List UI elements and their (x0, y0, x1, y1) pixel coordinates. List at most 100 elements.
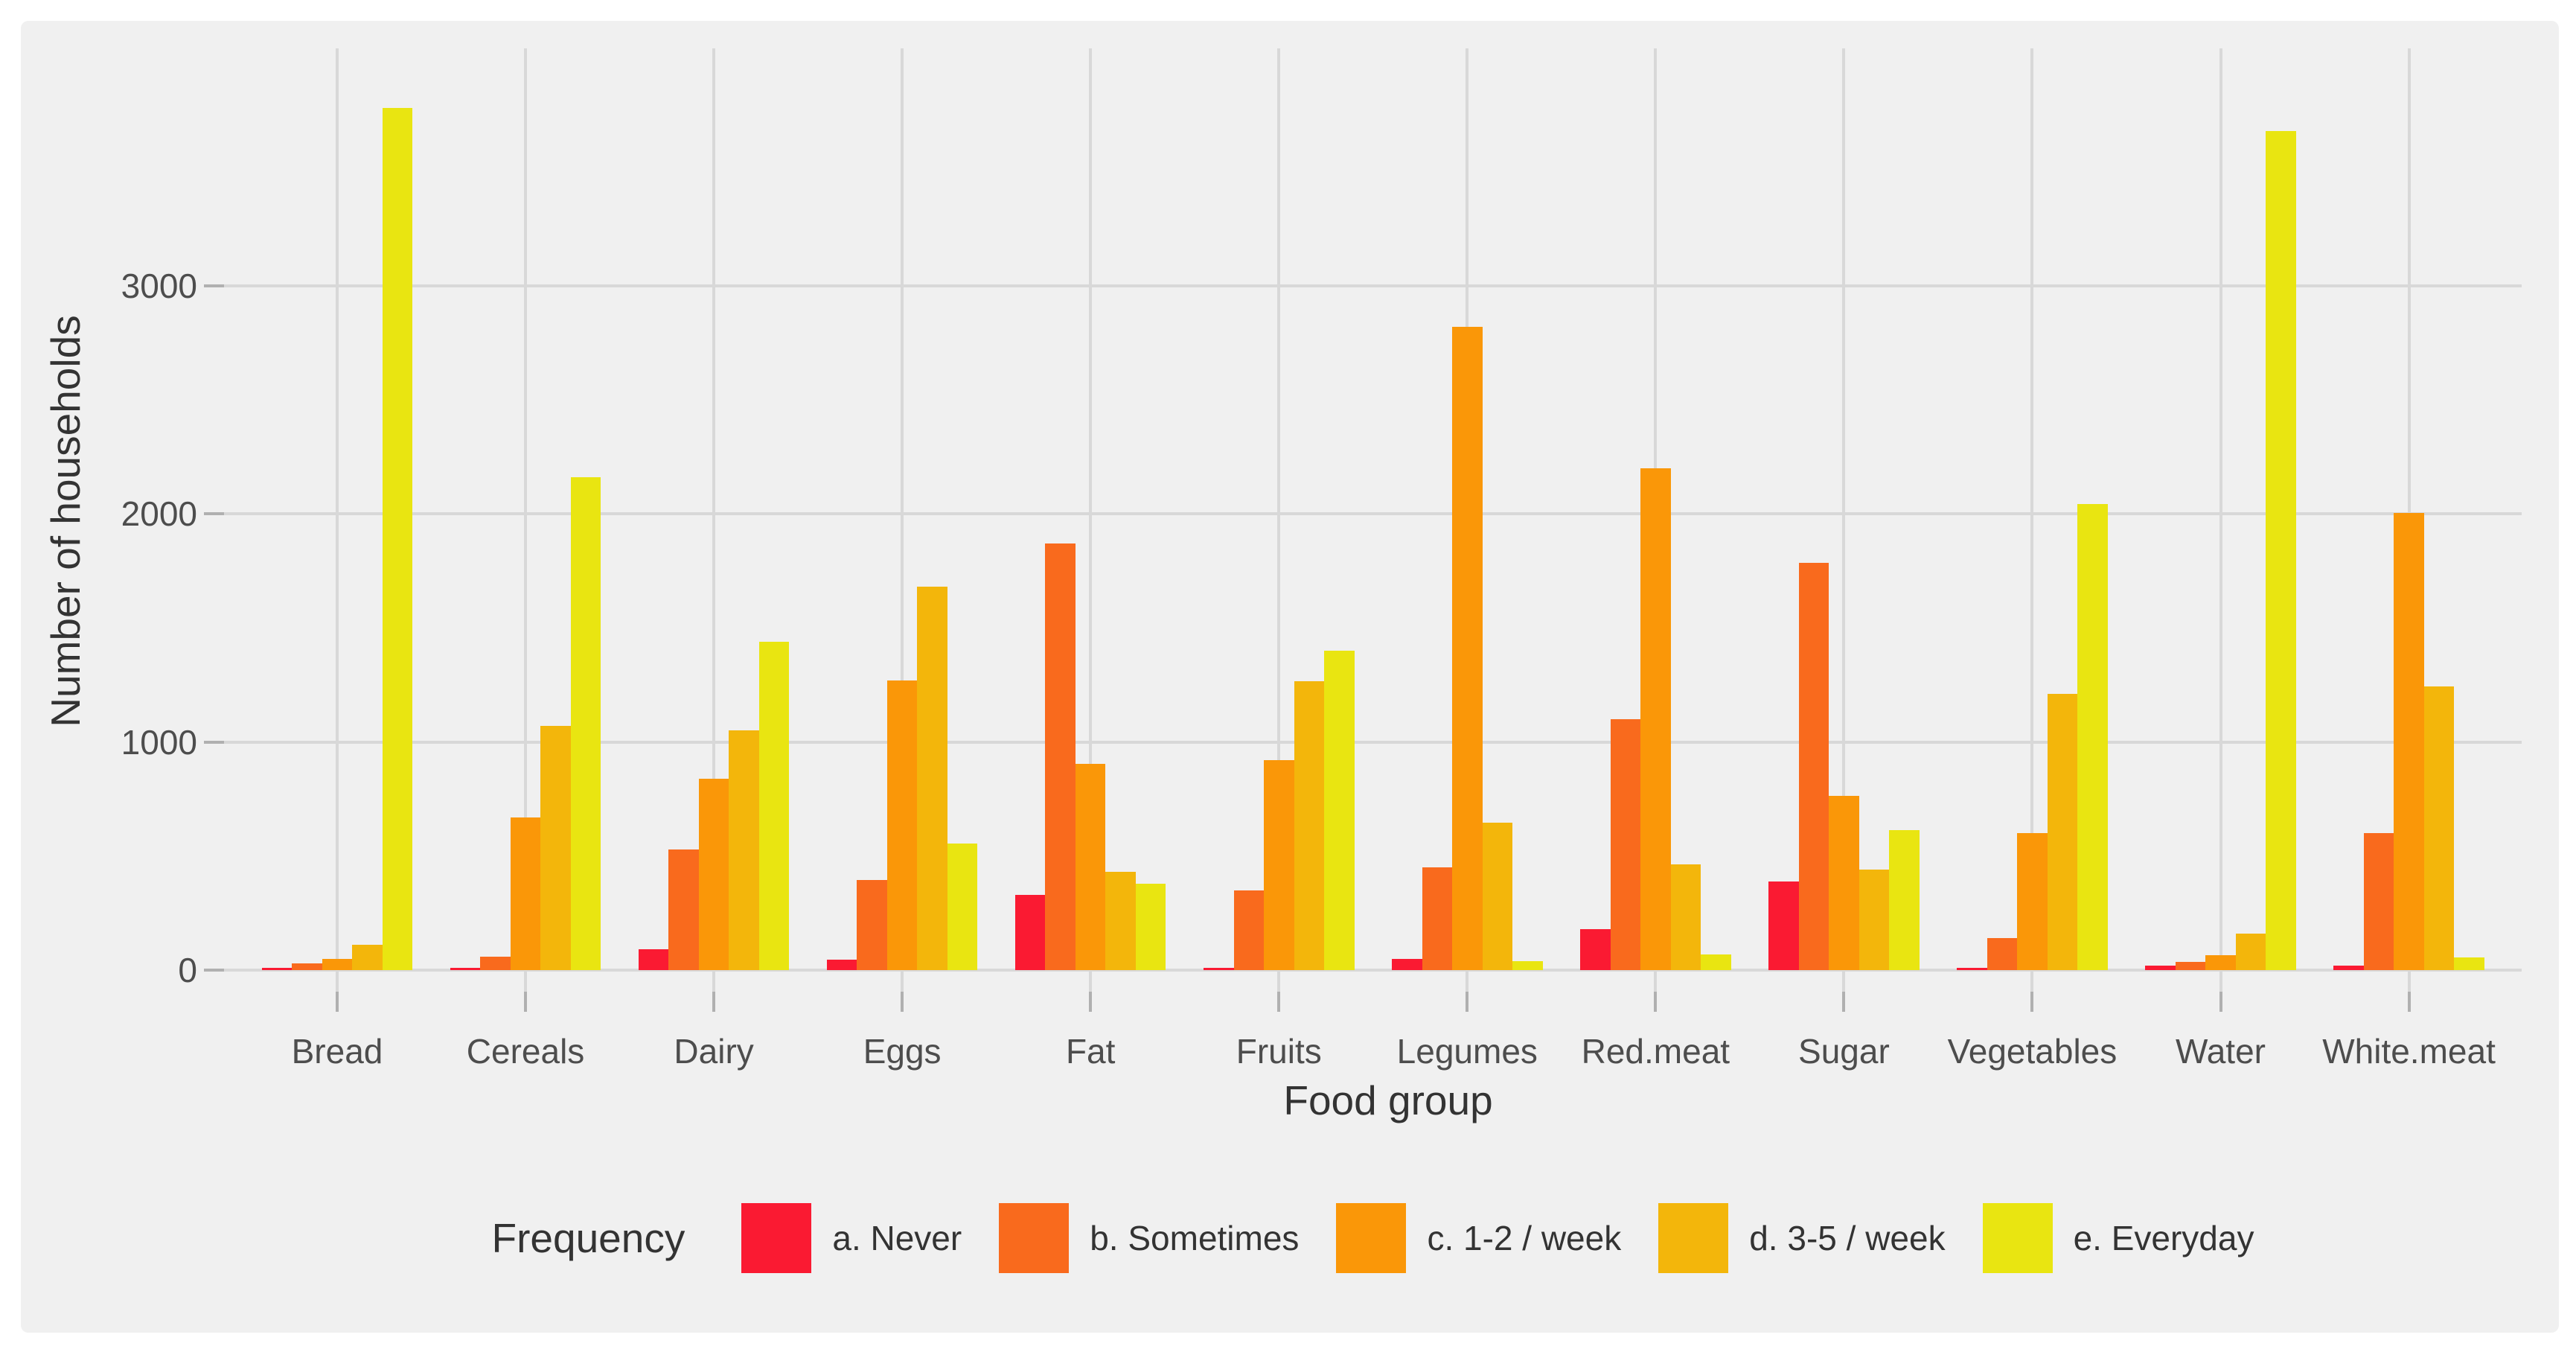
legend-item-c. 1-2 / week: c. 1-2 / week (1336, 1203, 1621, 1273)
bar-Legumes-a. Never (1392, 958, 1422, 970)
legend-label: b. Sometimes (1090, 1219, 1300, 1257)
bar-Bread-d. 3-5 / week (352, 945, 383, 970)
legend-label: a. Never (832, 1219, 962, 1257)
bar-Water-d. 3-5 / week (2235, 933, 2266, 970)
bar-Red.meat-a. Never (1580, 928, 1611, 970)
bar-Sugar-e. Everyday (1889, 829, 1920, 970)
bar-Fruits-b. Sometimes (1233, 890, 1264, 970)
bar-Vegetables-c. 1-2 / week (2017, 833, 2048, 970)
legend-item-a. Never: a. Never (741, 1203, 962, 1273)
bar-Legumes-e. Everyday (1512, 960, 1543, 970)
x-tick-mark (2407, 992, 2411, 1012)
x-axis-title: Food group (1283, 1077, 1493, 1123)
gridline-x-Cereals (524, 48, 528, 992)
x-tick-mark (1277, 992, 1281, 1012)
bar-Legumes-c. 1-2 / week (1452, 327, 1483, 970)
bar-Bread-c. 1-2 / week (322, 958, 353, 970)
gridline-y-1000 (224, 740, 2522, 744)
x-tick-mark (336, 992, 339, 1012)
y-tick-label: 3000 (121, 267, 197, 305)
bar-Dairy-d. 3-5 / week (729, 730, 759, 970)
bar-Red.meat-b. Sometimes (1610, 719, 1641, 970)
y-axis-title: Number of households (42, 315, 89, 727)
bar-White.meat-d. 3-5 / week (2423, 686, 2455, 970)
legend-swatch-icon (999, 1203, 1070, 1273)
bar-Fat-e. Everyday (1135, 883, 1166, 970)
bar-Cereals-e. Everyday (570, 477, 601, 970)
bar-Vegetables-b. Sometimes (1987, 938, 2018, 970)
bar-Water-a. Never (2145, 965, 2176, 970)
bar-Vegetables-d. 3-5 / week (2047, 694, 2078, 970)
gridline-x-Dairy (712, 48, 716, 992)
x-tick-mark (2030, 992, 2034, 1012)
y-tick-mark (204, 512, 224, 516)
bar-Fruits-c. 1-2 / week (1264, 760, 1294, 970)
bar-Water-b. Sometimes (2175, 962, 2206, 970)
bar-Sugar-a. Never (1768, 881, 1799, 970)
bar-Cereals-b. Sometimes (480, 956, 511, 970)
x-tick-label-Dairy: Dairy (674, 1032, 754, 1071)
legend-item-d. 3-5 / week: d. 3-5 / week (1658, 1203, 1946, 1273)
gridline-x-Eggs (901, 48, 904, 992)
bar-Red.meat-e. Everyday (1701, 954, 1731, 970)
x-tick-mark (1654, 992, 1658, 1012)
x-tick-label-Fruits: Fruits (1236, 1032, 1322, 1071)
legend-swatch-icon (1658, 1203, 1729, 1273)
bar-Eggs-c. 1-2 / week (886, 680, 918, 970)
bar-Vegetables-a. Never (1957, 967, 1987, 970)
bar-Cereals-c. 1-2 / week (510, 817, 541, 970)
x-tick-label-Sugar: Sugar (1798, 1032, 1890, 1071)
bar-Legumes-b. Sometimes (1422, 867, 1453, 970)
bar-Bread-b. Sometimes (292, 963, 322, 970)
x-tick-label-Red.meat: Red.meat (1581, 1032, 1730, 1071)
legend-swatch-icon (741, 1203, 812, 1273)
bar-Fat-c. 1-2 / week (1075, 763, 1106, 970)
legend-label: d. 3-5 / week (1749, 1219, 1946, 1257)
legend-swatch-icon (1982, 1203, 2053, 1273)
legend-item-b. Sometimes: b. Sometimes (999, 1203, 1299, 1273)
gridline-y-3000 (224, 284, 2522, 287)
bar-White.meat-b. Sometimes (2363, 833, 2394, 970)
legend-swatch-icon (1336, 1203, 1407, 1273)
bar-Fruits-e. Everyday (1324, 651, 1355, 970)
gridline-x-Fat (1089, 48, 1093, 992)
bar-Dairy-b. Sometimes (668, 849, 699, 970)
x-tick-label-White.meat: White.meat (2322, 1032, 2496, 1071)
x-tick-label-Bread: Bread (291, 1032, 383, 1071)
y-tick-mark (204, 969, 224, 972)
bar-Dairy-a. Never (638, 949, 669, 970)
chart-panel-background (21, 21, 2559, 1333)
bar-Dairy-e. Everyday (758, 641, 790, 970)
x-tick-mark (712, 992, 716, 1012)
y-tick-mark (204, 284, 224, 287)
bar-White.meat-c. 1-2 / week (2394, 512, 2424, 970)
x-tick-mark (2219, 992, 2222, 1012)
legend: Frequency a. Never b. Sometimes c. 1-2 / w… (224, 1197, 2522, 1279)
bar-Bread-a. Never (261, 967, 293, 970)
gridline-x-Bread (336, 48, 339, 992)
y-tick-label: 2000 (121, 494, 197, 534)
bar-Fat-a. Never (1014, 894, 1046, 970)
gridline-x-Sugar (1842, 48, 1846, 992)
bar-White.meat-e. Everyday (2454, 957, 2484, 970)
y-tick-mark (204, 740, 224, 744)
gridline-x-Fruits (1277, 48, 1281, 992)
bar-Eggs-b. Sometimes (857, 879, 887, 970)
bar-Red.meat-c. 1-2 / week (1640, 468, 1671, 970)
bar-Fruits-a. Never (1204, 967, 1234, 970)
bar-Sugar-c. 1-2 / week (1829, 795, 1859, 970)
bar-White.meat-a. Never (2333, 965, 2364, 970)
x-tick-label-Fat: Fat (1065, 1032, 1116, 1071)
x-tick-mark (1089, 992, 1093, 1012)
gridline-y-2000 (224, 512, 2522, 516)
bar-Fat-d. 3-5 / week (1105, 872, 1136, 970)
gridline-y-0 (224, 969, 2522, 972)
y-tick-label: 0 (178, 951, 197, 989)
x-tick-label-Legumes: Legumes (1396, 1032, 1538, 1071)
gridline-x-Water (2219, 48, 2222, 992)
bar-Water-e. Everyday (2266, 130, 2296, 970)
bar-Legumes-d. 3-5 / week (1482, 823, 1513, 970)
bar-Cereals-a. Never (450, 967, 481, 970)
bar-Fat-b. Sometimes (1045, 543, 1076, 970)
